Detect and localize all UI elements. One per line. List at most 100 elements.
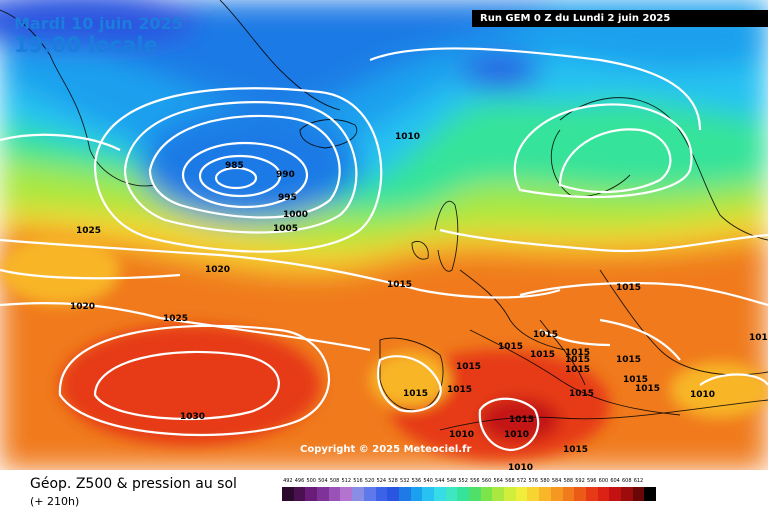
legend-swatch [632,487,645,501]
legend-label: 540 [423,478,433,484]
legend-swatch [340,487,353,501]
legend-swatch [574,487,586,501]
warm-core [0,235,768,460]
isobar-label: 995 [278,193,297,203]
legend-swatch [469,487,481,501]
legend-swatch [585,487,598,501]
legend-swatch [293,487,306,501]
isobar-label: 1015 [635,384,660,394]
legend-label: 492 [283,478,293,484]
lead-time: (+ 210h) [30,495,80,508]
isobar-label: 1015 [563,445,588,455]
isobar-label: 1015 [623,375,648,385]
legend-label [644,478,656,484]
isobar-label: 1010 [690,390,715,400]
isobar-label: 1010 [508,463,533,470]
isobar-label: 1015 [509,415,534,425]
isobar-label: 1020 [70,302,95,312]
legend-swatch [539,487,551,501]
legend-label: 544 [435,478,445,484]
legend-label: 516 [353,478,363,484]
legend-label: 584 [551,478,562,484]
forecast-date: Mardi 10 juin 2025 [14,14,183,33]
legend-label: 592 [575,478,585,484]
isobar-label: 1015 [530,350,555,360]
isobar-label: 1010 [504,430,529,440]
map-title: Géop. Z500 & pression au sol [30,476,237,492]
legend-label: 612 [633,478,644,484]
legend-label: 504 [318,478,328,484]
legend-labels: 492 496 500 504 508 512 516 520 524 528 532 536 540 5… [282,478,656,484]
legend-swatch [375,487,388,501]
isobar-label: 1015 [565,348,590,358]
isobar-label: 1015 [616,355,641,365]
isobar-label: 1020 [205,265,230,275]
isobar-label: 1015 [565,355,590,365]
isobar-label: 1015 [616,283,641,293]
isobar-label: 1015 [403,389,428,399]
legend-label: 528 [388,478,398,484]
legend-swatch [515,487,528,501]
isobar-label: 1010 [449,430,474,440]
isobar-label: 985 [225,161,244,171]
isobar-label: 1015 [447,385,472,395]
copyright-notice: Copyright © 2025 Meteociel.fr [300,444,472,455]
legend-label: 604 [610,478,620,484]
isobar-labels: 985 990 995 1000 1005 1010 1025 1020 101… [70,132,768,470]
legend-label: 508 [329,478,340,484]
legend-label: 608 [622,478,632,484]
legend-label: 552 [458,478,468,484]
legend-swatch [387,487,399,501]
legend-swatch [410,487,423,501]
legend-swatch [398,487,411,501]
legend-bar [282,487,656,501]
legend-swatch [527,487,540,501]
isobar-label: 1015 [569,389,594,399]
legend-label: 512 [341,478,352,484]
legend-swatch [352,487,364,501]
coastlines [0,0,768,431]
legend-swatch [457,487,469,501]
run-banner: Run GEM 0 Z du Lundi 2 juin 2025 [472,10,768,27]
legend-swatch [492,487,505,501]
legend-swatch [433,487,446,501]
legend-swatch [609,487,621,501]
isobar-label: 1015 [533,330,558,340]
legend-label: 548 [446,478,457,484]
legend-label: 500 [306,478,316,484]
legend-label: 572 [516,478,527,484]
legend-swatch [562,487,575,501]
legend-swatch [620,487,633,501]
legend-label: 532 [399,478,410,484]
forecast-map: 985 990 995 1000 1005 1010 1025 1020 101… [0,0,768,470]
legend-label: 560 [481,478,492,484]
legend-label: 568 [505,478,515,484]
legend-swatch [644,487,656,501]
legend-swatch [445,487,458,501]
isobars [0,47,768,452]
legend-swatch [328,487,341,501]
legend-label: 536 [411,478,422,484]
isobar-label: 1025 [163,314,188,324]
legend-swatch [597,487,610,501]
legend-label: 524 [376,478,387,484]
color-legend: 492 496 500 504 508 512 516 520 524 528 532 536 540 5… [282,478,656,501]
isobar-label: 1000 [283,210,308,220]
isobar-label: 990 [276,170,295,180]
isobar-label: 1010 [749,333,768,343]
legend-swatch [504,487,516,501]
isobar-label: 1015 [498,342,523,352]
isobar-label: 1005 [273,224,298,234]
legend-swatch [363,487,376,501]
legend-label: 580 [540,478,550,484]
legend-swatch [305,487,318,501]
legend-label: 596 [586,478,597,484]
isobar-label: 1015 [456,362,481,372]
forecast-time: 19:00 locale [14,33,158,57]
legend-label: 520 [364,478,375,484]
isobar-label: 1030 [180,412,205,422]
legend-swatch [422,487,434,501]
isobar-label: 1010 [395,132,420,142]
legend-label: 600 [598,478,609,484]
